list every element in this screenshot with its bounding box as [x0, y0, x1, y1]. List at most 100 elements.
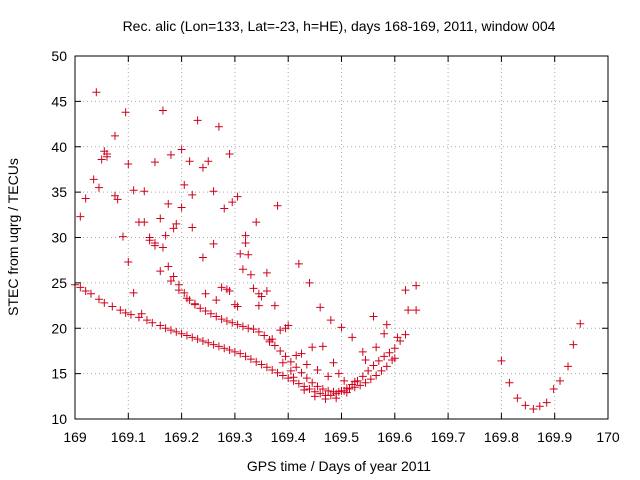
data-point: [158, 243, 167, 252]
data-point: [198, 163, 207, 172]
data-point: [118, 232, 127, 241]
data-point: [198, 336, 207, 345]
data-point: [369, 361, 378, 370]
data-point: [124, 258, 133, 267]
data-point: [94, 295, 103, 304]
data-point: [294, 379, 303, 388]
data-point: [164, 262, 173, 271]
data-point: [172, 219, 181, 228]
data-point: [222, 285, 231, 294]
data-point: [177, 203, 186, 212]
data-point: [94, 183, 103, 192]
data-point: [86, 289, 95, 298]
data-point: [156, 214, 165, 223]
data-point: [81, 287, 90, 296]
data-point: [313, 365, 322, 374]
data-point: [286, 357, 295, 366]
chart-title: Rec. alic (Lon=133, Lat=-23, h=HE), days…: [123, 18, 556, 34]
data-point: [324, 372, 333, 381]
data-point: [268, 335, 277, 344]
data-point: [182, 294, 191, 303]
data-point: [198, 253, 207, 262]
data-point: [529, 405, 538, 414]
data-point: [188, 190, 197, 199]
data-point: [188, 333, 197, 342]
data-point: [412, 306, 421, 315]
grid-lines: [75, 56, 608, 419]
data-point: [244, 324, 253, 333]
data-point: [225, 346, 234, 355]
data-point: [230, 347, 239, 356]
data-point: [334, 369, 343, 378]
data-point: [150, 241, 159, 250]
data-point: [206, 309, 215, 318]
data-point: [358, 372, 367, 381]
data-point: [334, 387, 343, 396]
data-point: [233, 192, 242, 201]
data-point: [300, 385, 309, 394]
data-point: [268, 365, 277, 374]
data-point: [521, 401, 530, 410]
x-tick-label: 169: [63, 429, 87, 445]
data-point: [316, 389, 325, 398]
data-point: [348, 333, 357, 342]
data-point: [180, 180, 189, 189]
data-point: [188, 223, 197, 232]
x-tick-label: 169.6: [377, 429, 412, 445]
data-point: [366, 375, 375, 384]
data-point: [121, 108, 130, 117]
data-point: [340, 376, 349, 385]
data-point: [190, 299, 199, 308]
data-point: [97, 155, 106, 164]
data-point: [121, 308, 130, 317]
data-point: [321, 395, 330, 404]
data-point: [401, 286, 410, 295]
data-point: [100, 147, 109, 156]
data-point: [369, 312, 378, 321]
data-point: [246, 270, 255, 279]
data-point: [212, 296, 221, 305]
data-point: [292, 351, 301, 360]
data-point: [372, 371, 381, 380]
data-point: [236, 249, 245, 258]
data-point: [148, 318, 157, 327]
data-point: [329, 358, 338, 367]
data-point: [332, 394, 341, 403]
data-point: [113, 195, 122, 204]
data-point: [166, 277, 175, 286]
data-point: [302, 374, 311, 383]
y-tick-label: 25: [51, 275, 67, 291]
data-point: [289, 373, 298, 382]
data-point: [150, 158, 159, 167]
y-tick-label: 30: [51, 230, 67, 246]
data-point: [337, 323, 346, 332]
data-point: [92, 88, 101, 97]
x-tick-label: 170: [596, 429, 620, 445]
data-point: [252, 357, 261, 366]
data-point: [390, 344, 399, 353]
x-tick-label: 169.2: [164, 429, 199, 445]
data-point: [108, 302, 117, 311]
data-point: [372, 343, 381, 352]
data-point: [129, 288, 138, 297]
data-point: [308, 378, 317, 387]
data-point: [142, 316, 151, 325]
data-point: [241, 238, 250, 247]
data-point: [404, 306, 413, 315]
data-point: [209, 340, 218, 349]
data-point: [380, 352, 389, 361]
x-tick-label: 169.1: [111, 429, 146, 445]
data-point: [276, 326, 285, 335]
data-point: [324, 386, 333, 395]
data-point: [316, 303, 325, 312]
y-axis-label: STEC from uqrg / TECUs: [5, 158, 21, 316]
data-point: [209, 187, 218, 196]
data-point: [257, 360, 266, 369]
data-point: [76, 212, 85, 221]
data-point: [174, 286, 183, 295]
data-point: [278, 371, 287, 380]
data-point: [273, 368, 282, 377]
data-point: [124, 159, 133, 168]
y-tick-label: 35: [51, 184, 67, 200]
